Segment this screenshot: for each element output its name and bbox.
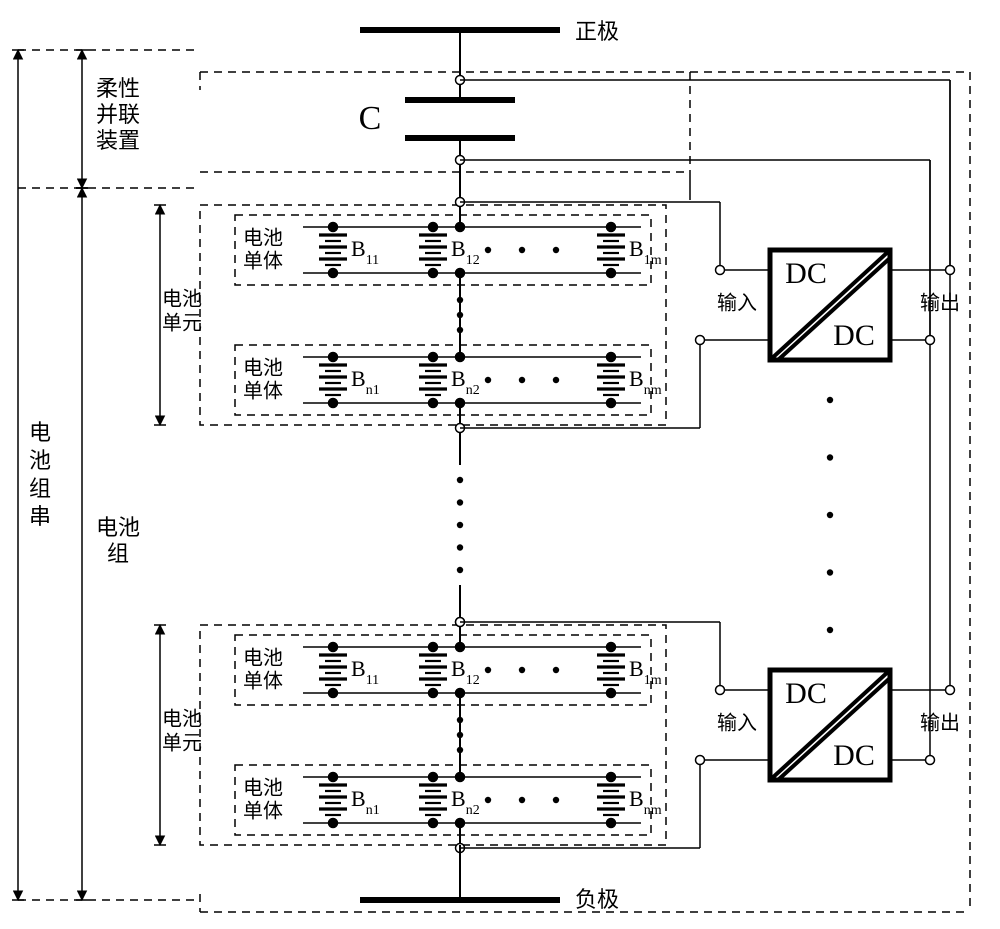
svg-text:柔性: 柔性: [96, 76, 140, 101]
svg-text:输入: 输入: [717, 712, 757, 735]
negative-terminal: 负极: [360, 887, 619, 912]
svg-text:串: 串: [29, 504, 51, 529]
battery-unit: 电池单体B11B12B1m电池单体Bn1Bn2Bnm: [200, 198, 666, 426]
dimension-bracket: [12, 50, 24, 900]
dimension-bracket: [76, 50, 88, 188]
svg-text:正极: 正极: [575, 19, 619, 44]
svg-text:单元: 单元: [162, 312, 202, 335]
svg-text:电池: 电池: [162, 708, 202, 731]
battery-cell-box: 电池单体 B11 B12 B1m: [235, 215, 662, 285]
svg-text:输出: 输出: [920, 712, 960, 735]
svg-text:B1m: B1m: [629, 656, 662, 688]
svg-text:Bn2: Bn2: [451, 366, 480, 398]
svg-text:单体: 单体: [243, 250, 283, 273]
svg-text:单体: 单体: [243, 670, 283, 693]
svg-text:单体: 单体: [243, 380, 283, 403]
svg-text:电: 电: [29, 420, 51, 445]
dcdc-converter: DCDC: [770, 670, 890, 780]
battery-cell-box: 电池单体 Bn1 Bn2 Bnm: [235, 765, 662, 835]
svg-text:Bnm: Bnm: [629, 786, 662, 818]
svg-text:B12: B12: [451, 236, 480, 268]
svg-text:输入: 输入: [717, 292, 757, 315]
svg-text:电池: 电池: [243, 777, 283, 800]
svg-text:Bnm: Bnm: [629, 366, 662, 398]
battery-cell-box: 电池单体 Bn1 Bn2 Bnm: [235, 345, 662, 415]
svg-text:池: 池: [29, 448, 51, 473]
svg-text:DC: DC: [785, 257, 827, 290]
svg-text:DC: DC: [833, 739, 875, 772]
svg-text:电池: 电池: [162, 288, 202, 311]
svg-text:电池: 电池: [96, 515, 140, 540]
svg-text:电池: 电池: [243, 647, 283, 670]
svg-text:Bn1: Bn1: [351, 366, 380, 398]
dimension-bracket: [76, 188, 88, 900]
battery-cell-box: 电池单体 B11 B12 B1m: [235, 635, 662, 705]
svg-text:并联: 并联: [96, 102, 140, 127]
svg-text:B11: B11: [351, 236, 379, 268]
svg-text:B11: B11: [351, 656, 379, 688]
svg-text:单元: 单元: [162, 732, 202, 755]
svg-text:单体: 单体: [243, 800, 283, 823]
svg-text:组: 组: [107, 541, 129, 566]
svg-text:电池: 电池: [243, 227, 283, 250]
svg-text:C: C: [359, 100, 382, 137]
svg-text:负极: 负极: [575, 887, 619, 912]
positive-terminal: 正极: [360, 19, 619, 100]
battery-pack: 电池单体B11B12B1m电池单体Bn1Bn2Bnm电池单体B11B12B1m电…: [18, 50, 666, 900]
dcdc-output-wires: 输出: [890, 690, 960, 760]
battery-unit: 电池单体B11B12B1m电池单体Bn1Bn2Bnm: [200, 618, 666, 846]
svg-text:输出: 输出: [920, 292, 960, 315]
svg-text:B1m: B1m: [629, 236, 662, 268]
svg-text:电池: 电池: [243, 357, 283, 380]
battery-system-diagram: 正极C电池单体B11B12B1m电池单体Bn1Bn2Bnm电池单体B11B12B…: [0, 0, 1000, 924]
svg-text:Bn2: Bn2: [451, 786, 480, 818]
svg-text:DC: DC: [833, 319, 875, 352]
flexible-parallel-device-box: [200, 72, 970, 912]
svg-text:Bn1: Bn1: [351, 786, 380, 818]
svg-text:B12: B12: [451, 656, 480, 688]
svg-text:组: 组: [29, 476, 51, 501]
svg-text:装置: 装置: [96, 128, 140, 153]
svg-text:DC: DC: [785, 677, 827, 710]
dcdc-converter: DCDC: [770, 250, 890, 360]
